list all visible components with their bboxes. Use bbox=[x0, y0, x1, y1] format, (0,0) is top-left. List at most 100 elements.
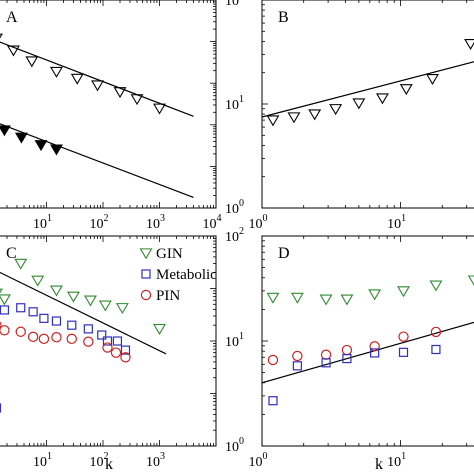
data-point-d bbox=[397, 286, 410, 298]
x-tick-label-c: 103 bbox=[146, 451, 165, 470]
data-point-a bbox=[34, 140, 48, 152]
data-point-d bbox=[319, 294, 333, 306]
data-point-a bbox=[130, 94, 144, 106]
data-point-d bbox=[341, 344, 353, 356]
x-tick-label-a: 104 bbox=[203, 213, 222, 232]
legend-entry-c: PIN bbox=[156, 288, 180, 304]
data-point-c bbox=[39, 313, 49, 323]
fit-line-b bbox=[261, 61, 474, 118]
data-point-b bbox=[287, 112, 301, 124]
y-tick-label-b: 102 bbox=[225, 0, 244, 9]
panel-b: 100 101 100 101 102 B bbox=[225, 0, 474, 232]
data-point-b bbox=[399, 84, 413, 96]
data-point-d bbox=[429, 280, 443, 292]
data-point-a bbox=[6, 45, 20, 57]
data-point-c bbox=[120, 352, 131, 363]
x-tick-label-d: 100 bbox=[249, 451, 268, 470]
x-tick-label-b: 101 bbox=[387, 213, 406, 232]
x-tick-label-c: 102 bbox=[90, 451, 109, 470]
panel-label-a: A bbox=[6, 9, 18, 26]
fit-line-a bbox=[0, 41, 194, 117]
data-point-d bbox=[290, 292, 304, 304]
data-point-d bbox=[467, 275, 474, 287]
data-point-c bbox=[31, 275, 45, 287]
fit-line-d bbox=[261, 321, 474, 384]
panel-label-c: C bbox=[6, 245, 17, 262]
data-point-a bbox=[49, 66, 63, 78]
data-point-c bbox=[98, 300, 112, 312]
data-point-c bbox=[102, 336, 113, 346]
data-point-c bbox=[0, 321, 2, 329]
data-point-b bbox=[464, 39, 474, 51]
data-point-b bbox=[329, 104, 343, 116]
data-point-c bbox=[0, 305, 10, 315]
data-point-d bbox=[369, 341, 380, 352]
data-point-a bbox=[70, 73, 84, 85]
data-point-c bbox=[115, 303, 129, 315]
legend-marker-c bbox=[141, 269, 151, 279]
data-point-b bbox=[352, 98, 366, 110]
data-point-d bbox=[320, 349, 332, 360]
data-point-d bbox=[321, 358, 331, 368]
data-point-d bbox=[431, 344, 441, 355]
y-tick-label-d: 101 bbox=[225, 331, 244, 350]
data-point-c bbox=[51, 332, 62, 343]
data-point-c bbox=[49, 285, 63, 297]
data-point-c bbox=[83, 336, 94, 347]
data-point-c bbox=[51, 316, 62, 326]
x-tick-label-a: 103 bbox=[146, 213, 165, 232]
data-point-d bbox=[266, 292, 280, 304]
data-point-c bbox=[112, 336, 123, 346]
data-point-c bbox=[66, 333, 77, 345]
data-point-c bbox=[14, 258, 28, 270]
data-point-b bbox=[266, 115, 280, 127]
data-point-d bbox=[268, 396, 278, 406]
panel-label-d: D bbox=[278, 245, 290, 262]
data-point-d bbox=[342, 353, 352, 364]
data-point-c bbox=[97, 330, 107, 340]
x-tick-label-a: 101 bbox=[33, 213, 52, 232]
x-tick-label-d: 101 bbox=[387, 451, 406, 470]
y-tick-label-d: 100 bbox=[225, 436, 244, 455]
data-point-a bbox=[0, 125, 11, 137]
data-point-c bbox=[83, 324, 93, 334]
data-point-d bbox=[267, 354, 279, 366]
data-point-a bbox=[91, 80, 104, 92]
panel-label-b: B bbox=[278, 9, 289, 26]
data-point-c bbox=[27, 331, 39, 343]
data-point-b bbox=[375, 93, 389, 105]
legend-marker-c bbox=[139, 248, 153, 260]
fit-line-c bbox=[0, 271, 167, 355]
data-point-a bbox=[49, 144, 63, 156]
plot-frame-d bbox=[261, 235, 474, 447]
data-point-d bbox=[370, 348, 380, 358]
data-point-c bbox=[84, 295, 97, 307]
data-point-d bbox=[398, 331, 409, 342]
legend-marker-c bbox=[140, 289, 152, 301]
data-point-c bbox=[0, 325, 10, 336]
data-point-a bbox=[113, 87, 127, 99]
data-point-d bbox=[398, 347, 409, 357]
x-axis-label-c: k bbox=[105, 456, 113, 473]
data-point-a bbox=[25, 56, 39, 68]
data-point-c bbox=[0, 294, 11, 306]
data-point-c bbox=[16, 303, 26, 313]
data-point-c bbox=[110, 347, 122, 358]
x-tick-label-a: 102 bbox=[90, 213, 109, 232]
data-point-b bbox=[308, 109, 322, 121]
data-point-c bbox=[38, 333, 50, 345]
data-point-c bbox=[102, 342, 113, 353]
x-tick-label-c: 101 bbox=[33, 451, 52, 470]
fit-line-a bbox=[0, 123, 194, 198]
panel-a: 100101102103104A bbox=[0, 0, 222, 232]
plot-frame-b bbox=[261, 0, 474, 209]
legend-entry-c: Metabolic bbox=[156, 267, 217, 283]
data-point-c bbox=[67, 320, 77, 330]
data-point-a bbox=[14, 132, 28, 144]
data-point-c bbox=[66, 291, 80, 303]
data-point-c bbox=[120, 345, 131, 355]
y-tick-label-d: 102 bbox=[225, 226, 244, 245]
plot-frame-a bbox=[0, 0, 217, 209]
panel-d: 100 101 100 101 102 Dk bbox=[225, 226, 474, 473]
